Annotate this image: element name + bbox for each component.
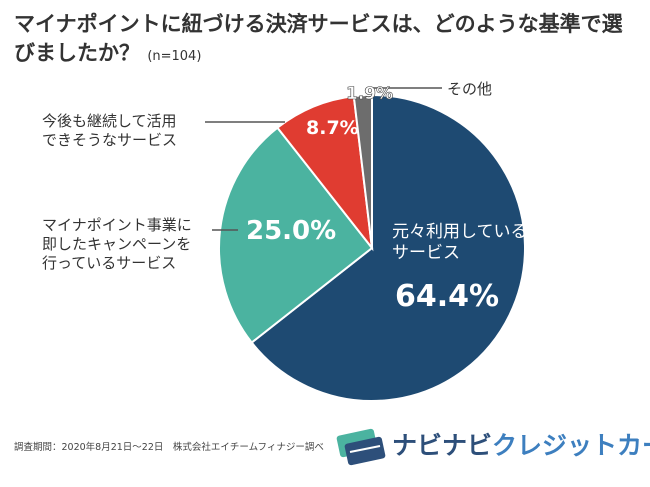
pie-slice [250,93,526,402]
leader-lines [205,87,442,231]
chart-subtitle: (n=104) [147,49,202,65]
data-label: 1.9% [346,84,394,105]
category-label: その他 [447,80,493,98]
data-label: 8.7% [306,117,359,139]
category-label: マイナポイント事業に即したキャンペーンを行っているサービス [42,216,192,272]
footnote: 調査期間：2020年8月21日～22日 株式会社エイチームフィナジー調べ [14,442,324,453]
logo-text: クレジットカード [492,431,650,460]
category-label: 今後も継続して活用できそうなサービス [42,112,178,149]
data-label: 25.0% [246,216,337,246]
title-block: マイナポイントに紐づける決済サービスは、どのような基準で選びましたか？ (n=1… [14,10,634,69]
category-label: 元々利用しているサービス [392,222,528,264]
chart-title: マイナポイントに紐づける決済サービスは、どのような基準で選びましたか？ [14,12,623,66]
logo: ナビナビクレジットカード [392,430,650,461]
pie-slice [276,94,374,252]
pie-slice [352,93,373,249]
logo-icon [336,428,386,466]
data-label: 64.4% [395,279,500,314]
logo-text: ナビナビ [392,431,493,460]
